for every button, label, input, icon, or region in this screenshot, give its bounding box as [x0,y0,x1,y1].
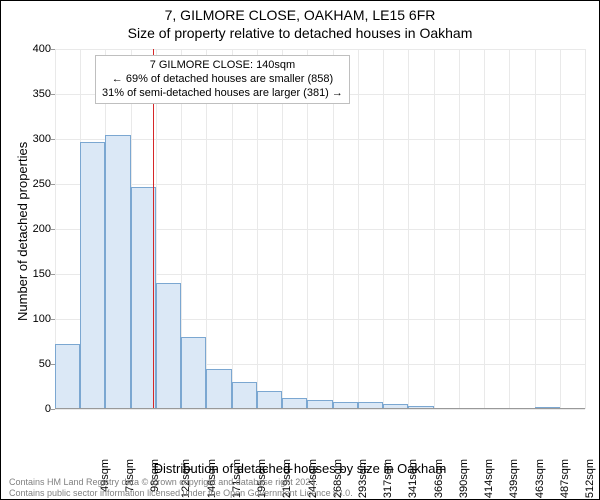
callout-line1: 7 GILMORE CLOSE: 140sqm [102,59,343,73]
ytick-label: 350 [33,88,51,100]
chart-frame: 7, GILMORE CLOSE, OAKHAM, LE15 6FR Size … [0,0,600,500]
histogram-bar [181,337,206,409]
ytick-label: 250 [33,178,51,190]
ytick-label: 50 [39,358,51,370]
ytick-label: 200 [33,223,51,235]
callout-line3: 31% of semi-detached houses are larger (… [102,87,343,101]
footer-attribution: Contains HM Land Registry data © Crown c… [9,477,353,498]
y-axis: 050100150200250300350400 [1,49,55,409]
ytick-label: 100 [33,313,51,325]
ytick-label: 150 [33,268,51,280]
histogram-bar [80,142,105,409]
callout-line2: ← 69% of detached houses are smaller (85… [102,73,343,87]
histogram-bar [257,391,282,409]
ytick-label: 400 [33,43,51,55]
histogram-bar [206,369,231,410]
plot-area: 7 GILMORE CLOSE: 140sqm ← 69% of detache… [55,49,585,409]
gridline-v [585,49,586,409]
ytick-label: 300 [33,133,51,145]
chart-title-line1: 7, GILMORE CLOSE, OAKHAM, LE15 6FR [1,7,599,23]
histogram-bar [232,382,257,409]
footer-line1: Contains HM Land Registry data © Crown c… [9,477,353,487]
callout-box: 7 GILMORE CLOSE: 140sqm ← 69% of detache… [95,55,350,104]
histogram-bar [156,283,181,409]
footer-line2: Contains public sector information licen… [9,488,353,498]
x-axis-label: Distribution of detached houses by size … [1,461,599,476]
histogram-bar [55,344,80,409]
x-axis: 49sqm73sqm98sqm122sqm146sqm171sqm195sqm2… [55,409,585,459]
histogram-bar [105,135,130,410]
chart-title-line2: Size of property relative to detached ho… [1,25,599,41]
